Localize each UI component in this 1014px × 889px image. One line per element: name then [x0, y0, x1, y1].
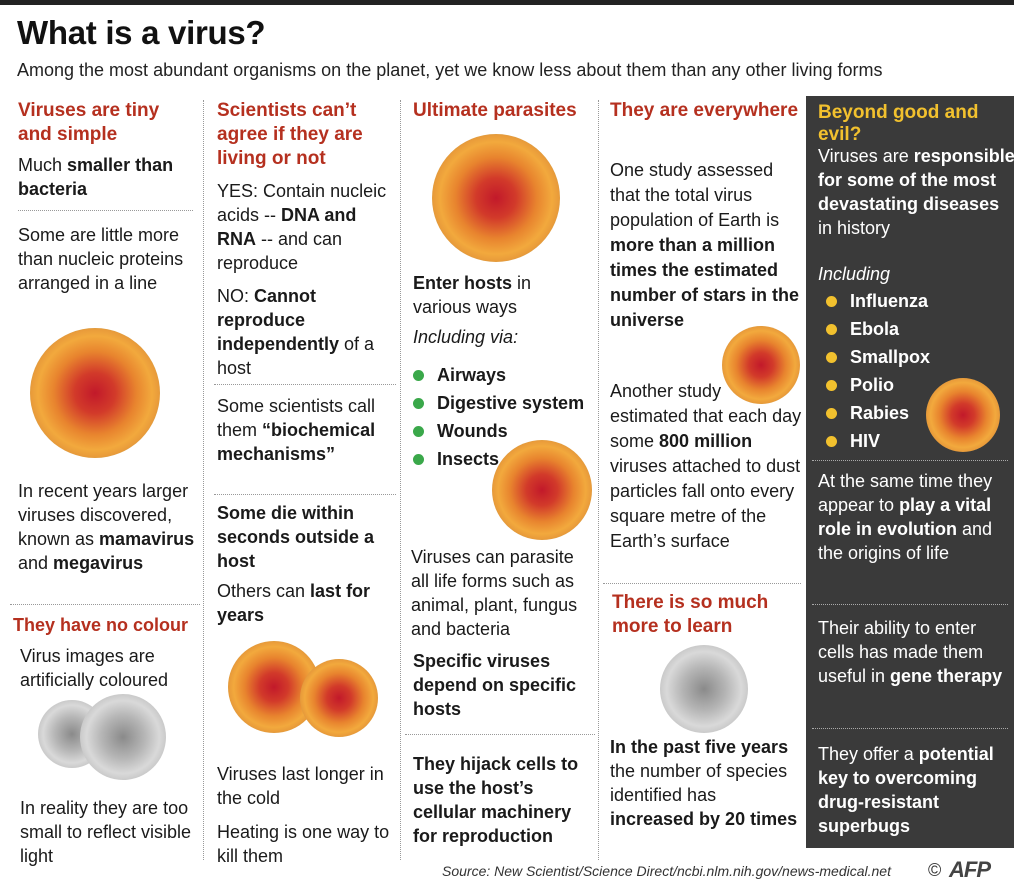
heading-living-or-not: Scientists can’t agree if they are livin… [217, 100, 363, 169]
bullet-dot [826, 324, 837, 335]
copyright-symbol: © [928, 860, 942, 880]
text-no-cannot-reproduce: NO: Cannot reproduce independently of a … [217, 286, 375, 378]
bullet-dot [413, 370, 424, 381]
column-divider [598, 100, 599, 860]
text-biochemical-mechanisms: Some scientists call them “biochemical m… [217, 396, 376, 464]
heading-ultimate-parasites: Ultimate parasites [413, 100, 577, 121]
list-item-polio: Polio [826, 371, 946, 399]
section-divider [10, 604, 200, 605]
section-divider [812, 604, 1008, 605]
text-die-within-seconds: Some die within seconds outside a host [217, 503, 375, 571]
heading-everywhere: They are everywhere [610, 100, 799, 121]
bullet-dot [826, 352, 837, 363]
text-too-small: In reality they are too small to reflect… [20, 798, 192, 866]
heading-tiny-simple: Viruses are tiny and simple [18, 100, 160, 145]
top-rule [0, 0, 1014, 5]
section-divider [812, 728, 1008, 729]
text-vital-role-evolution: At the same time they appear to play a v… [818, 471, 993, 563]
bullet-dot [413, 398, 424, 409]
text-artificially-coloured: Virus images are artificially coloured [20, 646, 169, 690]
page-subtitle: Among the most abundant organisms on the… [17, 60, 883, 80]
text-heating-kills: Heating is one way to kill them [217, 822, 390, 866]
text-devastating-diseases: Viruses are responsible for some of the … [818, 146, 1014, 238]
list-item-influenza: Influenza [826, 287, 946, 315]
list-item-wounds: Wounds [413, 417, 598, 445]
text-hijack-cells: They hijack cells to use the host’s cell… [413, 754, 579, 846]
text-including: Including [818, 264, 891, 284]
list-item-digestive: Digestive system [413, 389, 598, 417]
list-item-insects: Insects [413, 445, 598, 473]
transmission-list: Airways Digestive system Wounds Insects [413, 361, 598, 473]
text-including-via: Including via: [413, 327, 519, 347]
virus-illustration [492, 440, 592, 540]
bullet-dot [826, 408, 837, 419]
text-nucleic-proteins: Some are little more than nucleic protei… [18, 225, 184, 293]
list-item-hiv: HIV [826, 427, 946, 455]
text-parasite-all-life: Viruses can parasite all life forms such… [411, 547, 578, 639]
heading-no-colour: They have no colour [13, 615, 189, 635]
text-smaller-than-bacteria: Much smaller than bacteria [18, 155, 174, 199]
text-specific-hosts: Specific viruses depend on specific host… [413, 651, 577, 719]
source-credit: Source: New Scientist/Science Direct/ncb… [442, 863, 891, 879]
text-million-times-stars: One study assessed that the total virus … [610, 160, 800, 330]
beyond-good-evil-panel: Beyond good and evil? Viruses are respon… [806, 96, 1014, 848]
text-past-five-years: In the past five years the number of spe… [610, 737, 798, 829]
bullet-dot [826, 436, 837, 447]
column-divider [400, 100, 401, 860]
disease-list: Influenza Ebola Smallpox Polio Rabies HI… [826, 287, 946, 455]
virus-illustration [30, 328, 160, 458]
bullet-dot [413, 426, 424, 437]
afp-logo: AFP [949, 857, 991, 882]
list-item-ebola: Ebola [826, 315, 946, 343]
column-divider [203, 100, 204, 860]
grey-virus [660, 645, 748, 733]
virus-illustration [432, 134, 560, 262]
bullet-dot [413, 454, 424, 465]
bullet-dot [826, 296, 837, 307]
virus-illustration [926, 378, 1000, 452]
text-yes-dna-rna: YES: Contain nucleic acids -- DNA and RN… [217, 181, 387, 273]
list-item-smallpox: Smallpox [826, 343, 946, 371]
page-title: What is a virus? [17, 14, 266, 51]
section-divider [603, 583, 801, 584]
heading-more-to-learn: There is so much more to learn [612, 592, 769, 637]
section-divider [214, 384, 396, 385]
virus-illustration [300, 659, 378, 737]
section-divider [214, 494, 396, 495]
text-last-for-years: Others can last for years [217, 581, 371, 625]
section-divider [405, 734, 595, 735]
section-divider [812, 460, 1008, 461]
text-larger-viruses: In recent years larger viruses discovere… [18, 481, 195, 573]
text-800-million: Another study estimated that each day so… [610, 381, 802, 551]
list-item-rabies: Rabies [826, 399, 946, 427]
list-item-airways: Airways [413, 361, 598, 389]
bullet-dot [826, 380, 837, 391]
heading-beyond-good-evil: Beyond good and evil? [818, 102, 979, 145]
text-enter-hosts: Enter hosts in various ways [413, 273, 532, 317]
text-drug-resistant-superbugs: They offer a potential key to overcoming… [818, 744, 994, 836]
grey-virus-large [80, 694, 166, 780]
text-last-longer-cold: Viruses last longer in the cold [217, 764, 384, 808]
section-divider [18, 210, 193, 211]
text-gene-therapy: Their ability to enter cells has made th… [818, 618, 1003, 686]
virus-illustration [722, 326, 800, 404]
